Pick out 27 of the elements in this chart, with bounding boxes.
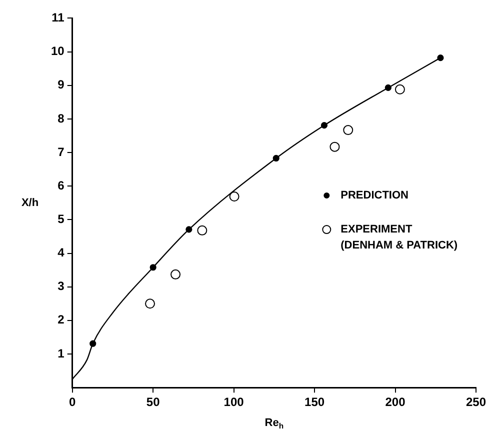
x-tick-label: 100 [224,395,244,410]
legend-label: EXPERIMENT (DENHAM & PATRICK) [340,224,458,252]
point [394,84,405,94]
point [330,142,340,152]
y-tick-label: 11 [52,10,65,25]
y-tick-label: 3 [58,279,65,294]
x-tick-label: 150 [304,395,325,410]
y-tick-label: 4 [58,246,65,260]
y-tick-label: 1 [58,346,65,360]
y-tick-label: 5 [58,212,65,226]
legend-label: PREDICTION [340,190,409,202]
point [145,298,156,309]
point [170,269,181,280]
y-tick-label: 8 [58,111,65,126]
x-tick-label: 50 [146,395,160,410]
y-tick-label: 9 [58,78,65,92]
y-tick-label: 6 [58,178,65,192]
y-tick-label: 7 [58,144,65,159]
y-tick-label: 2 [58,312,65,327]
point [197,225,208,236]
y-tick-label: 10 [50,44,65,58]
point [229,192,240,202]
x-tick-label: 0 [69,395,76,410]
point [343,125,354,136]
y-axis-title: X/h [21,196,39,209]
x-tick-label: 250 [466,395,486,410]
x-tick-label: 200 [385,395,406,410]
